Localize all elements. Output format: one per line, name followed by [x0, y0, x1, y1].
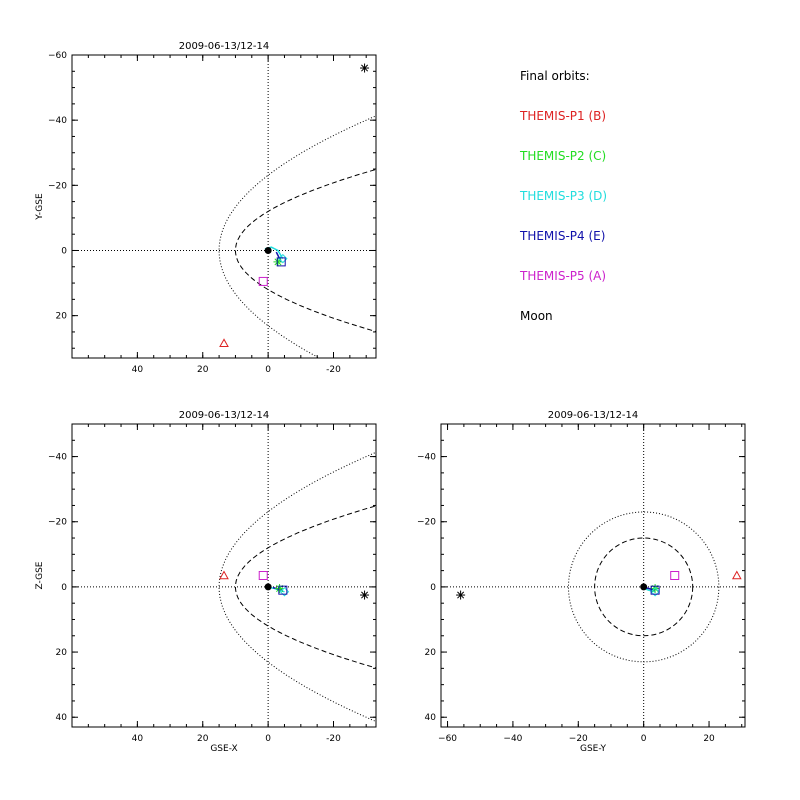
x-tick-label: -20: [326, 365, 341, 375]
y-tick-label: −40: [417, 453, 436, 463]
marker-themis-p3-d: [650, 587, 660, 597]
x-tick-label: 0: [265, 734, 271, 744]
chart-title: 2009-06-13/12-14: [179, 410, 270, 421]
chart-title: 2009-06-13/12-14: [548, 410, 639, 421]
x-tick-label: -20: [326, 734, 341, 744]
y-tick-label: 40: [425, 713, 437, 723]
marker-themis-p1-b: [219, 338, 229, 348]
plot-area: [441, 424, 745, 727]
y-tick-label: 40: [56, 713, 68, 723]
x-tick-label: 20: [197, 365, 209, 375]
legend-item-p2: THEMIS-P2 (C): [519, 149, 606, 163]
y-tick-label: 0: [61, 246, 67, 256]
marker-moon: [456, 590, 466, 600]
magnetopause-boundary: [234, 168, 376, 333]
bow-shock-boundary: [218, 451, 376, 723]
magnetopause-boundary: [234, 505, 376, 669]
marker-themis-p5-a: [670, 571, 680, 580]
plot-frame: [440, 423, 746, 728]
earth-marker: [264, 246, 272, 254]
earth-marker: [640, 583, 648, 591]
legend-item-p1: THEMIS-P1 (B): [519, 109, 606, 123]
x-tick-label: 0: [265, 365, 271, 375]
y-tick-label: 20: [425, 648, 437, 658]
y-tick-label: 20: [56, 648, 68, 658]
y-tick-label: −40: [48, 116, 67, 126]
panel-yz-plane: 2009-06-13/12-14 −60 −40 −20 0 20 −40 −20 0 20 40 G…: [417, 410, 746, 754]
x-tick-label: −60: [438, 734, 457, 744]
marker-themis-p3-d: [278, 253, 288, 264]
bow-shock-circle: [567, 511, 720, 663]
y-tick-label: 0: [61, 583, 67, 593]
marker-themis-p5-a: [258, 276, 268, 286]
y-tick-label: −20: [417, 518, 436, 528]
y-tick-label: −40: [48, 453, 67, 463]
x-tick-label: 20: [703, 734, 715, 744]
plot-frame: [71, 54, 377, 359]
x-tick-label: 0: [641, 734, 647, 744]
plot-area: [72, 424, 376, 727]
magnetopause-circle: [594, 537, 694, 637]
earth-marker: [264, 583, 272, 591]
marker-themis-p1-b: [731, 570, 742, 580]
y-axis-label: Z-GSE: [35, 561, 45, 589]
marker-moon: [360, 590, 370, 600]
marker-themis-p5-a: [258, 571, 268, 580]
x-tick-label: 40: [132, 365, 144, 375]
plot-area: [72, 55, 376, 358]
y-tick-label: −20: [48, 181, 67, 191]
x-tick-label: −40: [503, 734, 522, 744]
marker-themis-p1-b: [219, 570, 229, 580]
y-tick-label: 20: [56, 312, 68, 322]
marker-themis-p4-e: [278, 585, 288, 595]
panel-xz-plane: 2009-06-13/12-14 40 20 0 -20 −40 −20 0 20 40 GSE-X…: [35, 410, 377, 754]
x-tick-label: 20: [197, 734, 209, 744]
legend-item-p5: THEMIS-P5 (A): [519, 269, 606, 283]
legend-item-p4: THEMIS-P4 (E): [519, 229, 605, 243]
marker-themis-p4-e: [276, 257, 286, 267]
marker-moon: [360, 63, 370, 73]
plot-frame: [71, 423, 377, 728]
x-tick-label: 40: [132, 734, 144, 744]
legend: Final orbits: THEMIS-P1 (B) THEMIS-P2 (C…: [519, 69, 607, 323]
y-tick-label: −60: [48, 51, 67, 61]
y-axis-label: Y-GSE: [35, 193, 45, 221]
x-axis-label: GSE-Y: [580, 744, 607, 754]
legend-item-moon: Moon: [520, 309, 553, 323]
legend-heading: Final orbits:: [520, 69, 590, 83]
chart-title: 2009-06-13/12-14: [179, 41, 270, 52]
panel-xy-plane: 2009-06-13/12-14 40 20 0 -20 −60 −40 −20 0 20 Y-GS…: [35, 41, 377, 375]
marker-themis-p2-c: [273, 257, 283, 267]
marker-themis-p4-e: [650, 585, 660, 595]
x-axis-label: GSE-X: [210, 744, 237, 754]
legend-item-p3: THEMIS-P3 (D): [519, 189, 607, 203]
y-tick-label: 0: [430, 583, 436, 593]
bow-shock-boundary: [218, 115, 376, 358]
x-tick-label: −20: [569, 734, 588, 744]
y-tick-label: −20: [48, 518, 67, 528]
